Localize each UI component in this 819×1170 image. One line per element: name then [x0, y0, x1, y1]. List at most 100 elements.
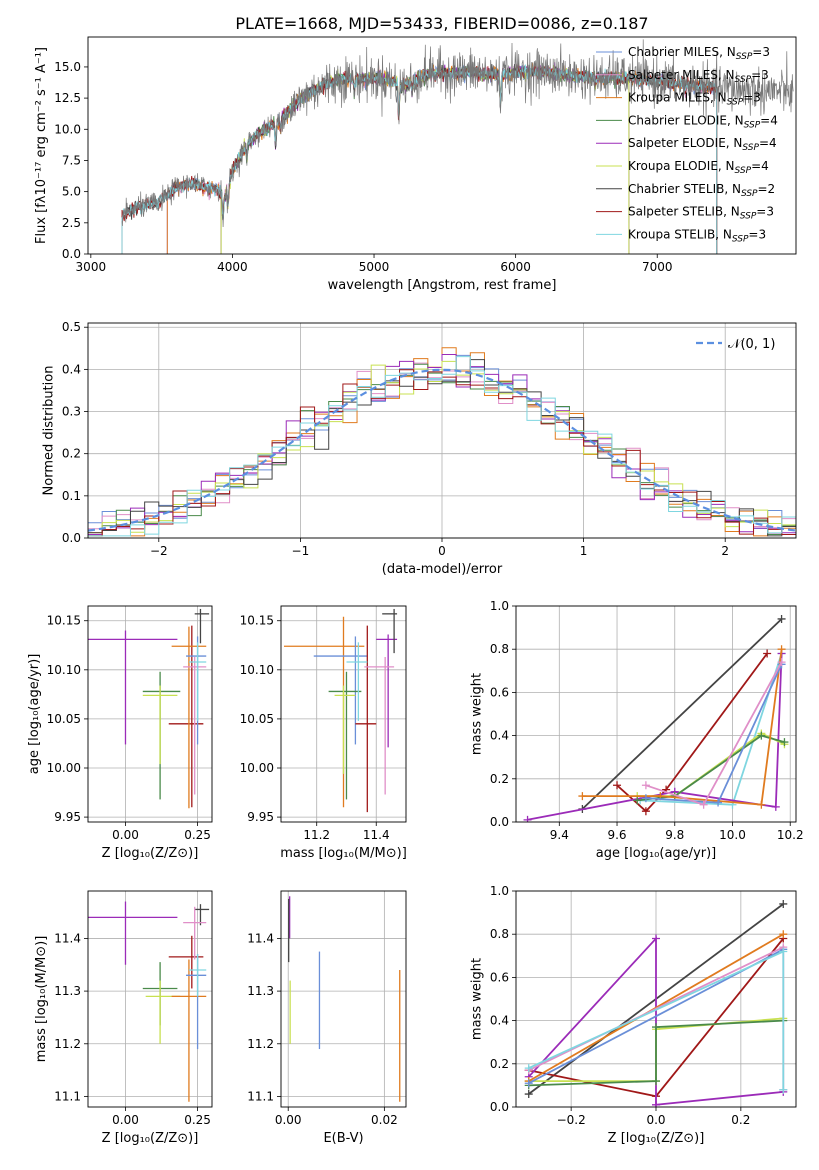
mass_vs_Z-frame: [87, 890, 213, 1108]
mass_vs_Z-ytick-label-1: 11.2: [54, 1037, 81, 1051]
weight_vs_age-marker-3-2: [771, 802, 780, 811]
legend-label-1: Salpeter MILES, NSSP=3: [628, 68, 769, 85]
legend-label-sub-0: SSP: [736, 52, 753, 62]
age_vs_mass-frame: [280, 605, 407, 823]
weight_vs_age-ytick-label-4: 0.8: [490, 642, 509, 656]
age_vs_mass-ytick-label-1: 10.00: [240, 761, 274, 775]
weight_vs_age-ylabel: mass weight: [469, 673, 484, 755]
age_vs_Z-xtick-label-0: 0.00: [112, 828, 139, 842]
age_vs_Z-ytick-label-3: 10.10: [47, 663, 81, 677]
age_vs_mass-axes: 11.2 11.4 9.95 10.00 10.05 10.10 10.15 mass [lo…: [240, 606, 407, 861]
residuals-xlabel: (data-model)/error: [382, 562, 503, 577]
mass_vs_Z-xtick-label-0: 0.00: [112, 1113, 139, 1127]
residuals-xtick-label-1: −1: [292, 544, 310, 558]
weight_vs_Z-frame: [515, 890, 797, 1108]
legend-label-name-3: Chabrier ELODIE, N: [628, 113, 744, 127]
weight_vs_Z-marker-8-1: [779, 947, 788, 956]
spectrum-axes: 3000 4000 5000 6000 7000 0.0 2.5 5.0 7.5 10.0 12.5…: [34, 47, 672, 293]
weight_vs_Z-xtick-label-2: 0.2: [731, 1113, 750, 1127]
weight_vs_Z-ytick-label-1: 0.2: [490, 1057, 509, 1071]
age_vs_Z-axes: 0.00 0.25 9.95 10.00 10.05 10.10 10.15 Z [log₁₀…: [27, 606, 212, 861]
weight_vs_age-marker-6-0: [578, 792, 587, 801]
mass_vs_Z-axes: 0.00 0.25 11.1 11.2 11.3 11.4 Z [log₁₀(Z/Z⊙)] m…: [34, 891, 212, 1146]
legend-label-n-2: =3: [743, 91, 761, 105]
normal-legend-label: 𝒩(0, 1): [728, 337, 775, 352]
weight_vs_age-series-1: [616, 652, 768, 813]
normal-curve: [88, 368, 796, 532]
weight_vs_age-xtick-label-2: 9.8: [665, 828, 684, 842]
weight_vs_age-marker-7-0: [641, 794, 650, 803]
mass_vs_Z-ylabel: mass [log₁₀(M/M⊙)]: [34, 936, 49, 1063]
spectrum-plot-area: [121, 39, 794, 254]
weight_vs_age-xlabel: age [log₁₀(age/yr)]: [596, 846, 717, 861]
age_vs_Z-ytick-label-2: 10.05: [47, 712, 81, 726]
legend-label-name-5: Kroupa ELODIE, N: [628, 159, 735, 173]
legend-label-8: Kroupa STELIB, NSSP=3: [628, 227, 766, 244]
spectrum-xtick-label-1: 4000: [217, 260, 248, 274]
mass_vs_Z-ytick-label-2: 11.3: [54, 984, 81, 998]
residuals-xtick-label-0: −2: [150, 544, 168, 558]
age_vs_Z-plot-area: [88, 608, 210, 809]
weight_vs_Z-marker-4-1: [652, 1077, 660, 1086]
legend-label-n-7: =3: [756, 205, 774, 219]
mass_vs_ebv-ytick-label-1: 11.2: [247, 1037, 274, 1051]
weight_vs_Z-series-4: [528, 1019, 784, 1087]
residuals-ytick-label-1: 0.1: [62, 489, 81, 503]
weight_vs_age-axes: 9.4 9.6 9.8 10.0 10.2 0.0 0.2 0.4 0.6 0.8 1.0 age […: [469, 599, 803, 861]
weight_vs_Z-plot-area: [524, 899, 788, 1107]
age_vs_mass-ytick-label-0: 9.95: [247, 810, 274, 824]
weight_vs_age-frame: [515, 605, 797, 823]
spectrum-series-4: [220, 62, 630, 254]
age_vs_mass-ytick-label-2: 10.05: [240, 712, 274, 726]
weight_vs_age-plot-area: [523, 614, 789, 822]
mass_vs_ebv-ytick-label-2: 11.3: [247, 984, 274, 998]
weight_vs_age-series-3: [527, 653, 783, 821]
spectrum-ylabel: Flux [fλ10⁻¹⁷ erg cm⁻² s⁻¹ A⁻¹]: [34, 47, 49, 244]
mass_vs_ebv-ytick-label-0: 11.1: [247, 1089, 274, 1103]
mass_vs_ebv-ytick-label-3: 11.4: [247, 931, 274, 945]
legend-label-n-3: =4: [760, 113, 778, 127]
age_vs_mass-plot-area: [283, 608, 398, 813]
age_vs_mass-xlabel: mass [log₁₀(M/M⊙)]: [280, 846, 407, 861]
spectrum-ytick-label-1: 2.5: [62, 216, 81, 230]
legend-label-3: Chabrier ELODIE, NSSP=4: [628, 113, 778, 130]
legend-label-sub-3: SSP: [744, 120, 761, 130]
weight_vs_Z-marker-0-0: [524, 1090, 533, 1099]
legend-label-name-2: Kroupa MILES, N: [628, 91, 727, 105]
weight_vs_Z-marker-2-3: [652, 1100, 660, 1107]
residuals-ytick-label-2: 0.2: [62, 447, 81, 461]
weight_vs_age-ytick-label-1: 0.2: [490, 772, 509, 786]
weight_vs_age-marker-5-0: [633, 796, 642, 805]
mass_vs_Z-xtick-label-1: 0.25: [184, 1113, 211, 1127]
residuals-legend: 𝒩(0, 1): [696, 337, 775, 352]
hist-series-8: [88, 356, 796, 538]
legend-label-name-7: Salpeter STELIB, N: [628, 205, 740, 219]
spectrum-ytick-label-0: 0.0: [62, 247, 81, 261]
residuals-ylabel: Normed distribution: [41, 366, 56, 496]
weight_vs_age-series-4: [637, 732, 785, 797]
weight_vs_age-ytick-label-5: 1.0: [490, 599, 509, 613]
legend-label-name-8: Kroupa STELIB, N: [628, 227, 732, 241]
weight_vs_age-marker-1-0: [613, 781, 622, 790]
mass_vs_ebv-frame: [280, 890, 407, 1108]
legend-label-n-6: =2: [758, 182, 776, 196]
weight_vs_age-marker-3-0: [523, 815, 532, 822]
weight_vs_Z-marker-0-1: [779, 899, 788, 908]
weight_vs_age-marker-8-0: [641, 781, 650, 790]
age_vs_Z-ytick-label-0: 9.95: [54, 810, 81, 824]
weight_vs_age-xtick-label-0: 9.4: [550, 828, 569, 842]
weight_vs_age-ytick-label-2: 0.4: [490, 729, 509, 743]
spectrum-xtick-label-3: 6000: [500, 260, 531, 274]
residuals-ytick-label-5: 0.5: [62, 320, 81, 334]
weight_vs_age-ytick-label-0: 0.0: [490, 815, 509, 829]
age_vs_mass-ytick-label-4: 10.15: [240, 614, 274, 628]
legend-label-7: Salpeter STELIB, NSSP=3: [628, 205, 774, 222]
weight_vs_age-marker-7-1: [714, 798, 723, 807]
mass_vs_ebv-axes: 0.00 0.02 11.1 11.2 11.3 11.4 E(B-V): [247, 891, 406, 1146]
residuals-ytick-label-3: 0.3: [62, 405, 81, 419]
spectrum-ytick-label-5: 12.5: [54, 91, 81, 105]
mass_vs_ebv-xtick-label-0: 0.00: [275, 1113, 302, 1127]
spectrum-xtick-label-4: 7000: [642, 260, 673, 274]
weight_vs_Z-series-5: [528, 933, 784, 1082]
